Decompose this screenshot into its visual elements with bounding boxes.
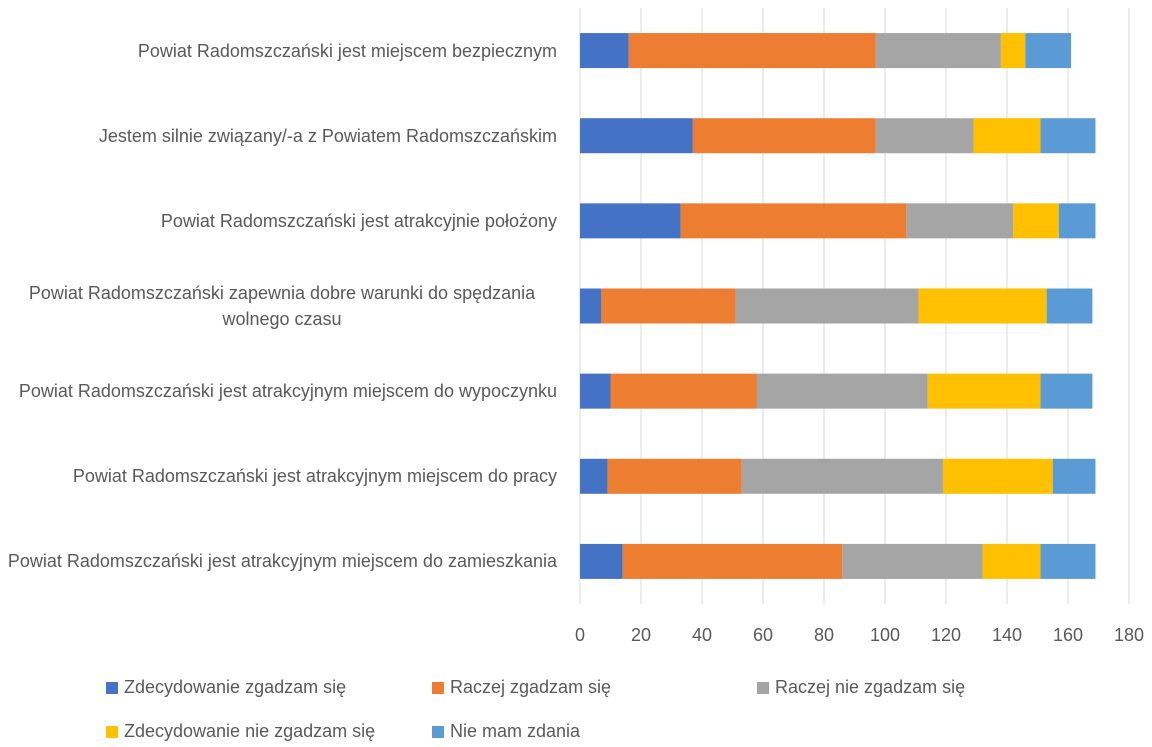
legend-label: Zdecydowanie zgadzam się [124,677,346,697]
bar-segment [580,543,623,579]
bar-segment [1040,543,1096,579]
legend-swatch [106,682,118,694]
bar-segment [982,543,1041,579]
bar-segment [580,373,611,409]
legend-swatch [432,726,444,738]
bar-segment [628,33,876,69]
bar-segment [692,118,876,154]
legend-swatch [106,726,118,738]
x-tick-label: 20 [631,625,651,645]
x-tick-label: 160 [1053,625,1083,645]
bar-segment [1040,118,1096,154]
bar-segment [741,458,943,494]
category-label: Powiat Radomszczański zapewnia dobre war… [7,276,557,336]
bar-segment [842,543,983,579]
category-label: Powiat Radomszczański jest miejscem bezp… [7,21,557,81]
category-text: Powiat Radomszczański jest atrakcyjnym m… [18,381,557,402]
category-label: Powiat Radomszczański jest atrakcyjnym m… [7,531,557,591]
bar-segment [927,373,1041,409]
legend-label: Raczej nie zgadzam się [775,677,965,697]
bar-segment [1000,33,1026,69]
category-text: Powiat Radomszczański jest atrakcyjnie p… [160,210,557,231]
legend-swatch [432,682,444,694]
bar-segment [607,458,742,494]
bar-segment [1046,288,1093,324]
category-label: Powiat Radomszczański jest atrakcyjnie p… [7,191,557,251]
category-text: Powiat Radomszczański jest atrakcyjnym m… [72,466,557,487]
legend-label: Raczej zgadzam się [450,677,611,697]
bar-segment [580,288,602,324]
bar-segment [1025,33,1072,69]
x-tick-label: 140 [992,625,1022,645]
bar-segment [918,288,1047,324]
bar-segment [622,543,843,579]
category-label: Powiat Radomszczański jest atrakcyjnym m… [7,446,557,506]
category-text: Powiat Radomszczański zapewnia dobre war… [28,283,536,329]
bar-segment [580,33,629,69]
legend-label: Nie mam zdania [450,721,581,741]
x-tick-label: 100 [870,625,900,645]
legend-swatch [757,682,769,694]
bar-segment [906,203,1014,239]
x-tick-label: 60 [753,625,773,645]
bar-segment [942,458,1053,494]
bar-segment [875,33,1001,69]
bar-segment [601,288,736,324]
bar-segment [610,373,757,409]
bar-segment [756,373,928,409]
x-tick-label: 40 [692,625,712,645]
bar-segment [680,203,907,239]
bar-segment [1040,373,1093,409]
bar-segment [580,118,693,154]
bar-segment [1013,203,1059,239]
x-tick-label: 180 [1114,625,1144,645]
legend-label: Zdecydowanie nie zgadzam się [124,721,375,741]
bar-segment [580,458,608,494]
category-text: Powiat Radomszczański jest atrakcyjnym m… [7,551,557,572]
bar-segment [580,203,681,239]
category-text: Powiat Radomszczański jest miejscem bezp… [137,40,557,61]
category-label: Powiat Radomszczański jest atrakcyjnym m… [7,361,557,421]
x-tick-label: 120 [931,625,961,645]
bar-segment [735,288,919,324]
bar-segment [1052,458,1096,494]
x-tick-label: 0 [575,625,585,645]
category-label: Jestem silnie związany/-a z Powiatem Rad… [7,106,557,166]
bar-segment [1058,203,1096,239]
category-text: Jestem silnie związany/-a z Powiatem Rad… [98,125,557,146]
x-tick-label: 80 [814,625,834,645]
bar-segment [875,118,974,154]
bar-segment [973,118,1041,154]
